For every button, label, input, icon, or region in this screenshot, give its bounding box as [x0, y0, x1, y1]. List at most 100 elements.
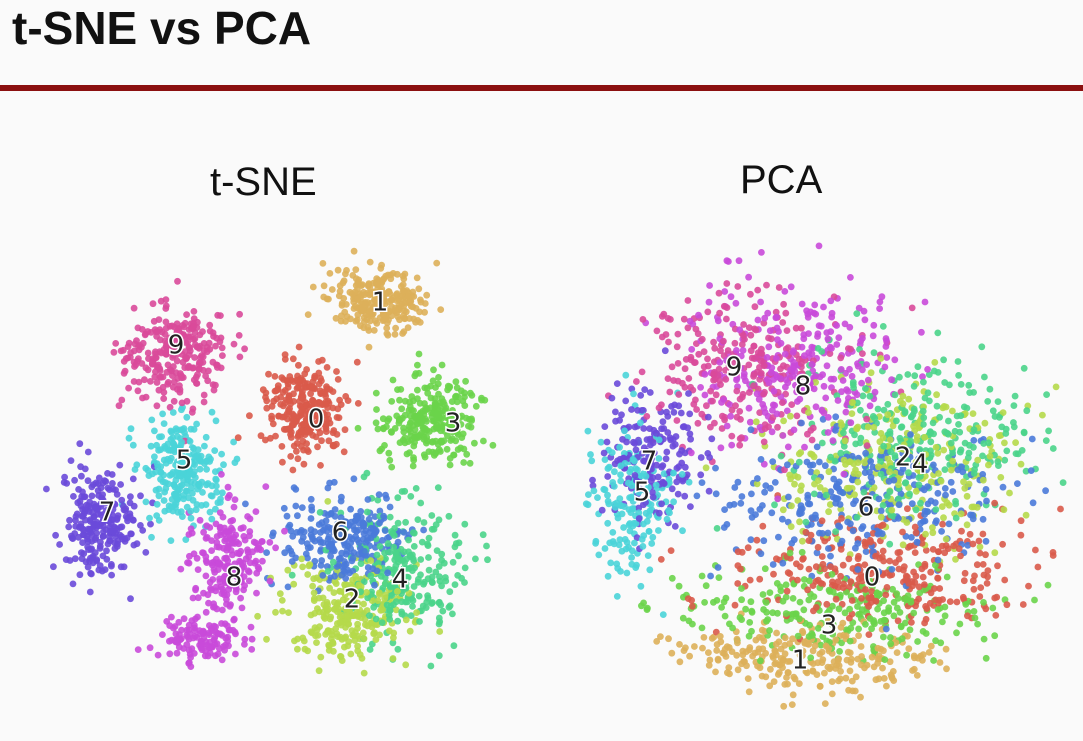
digit-9-point [172, 344, 180, 352]
digit-9-point [176, 339, 183, 347]
digit-8-point [237, 594, 245, 602]
digit-5-point [125, 434, 133, 442]
digit-3-point [429, 377, 437, 385]
digit-1-point [905, 645, 913, 653]
digit-7-point [113, 491, 121, 498]
digit-3-point [446, 455, 454, 462]
digit-1-point [734, 639, 741, 647]
digit-8-point [241, 536, 249, 544]
digit-6-point [304, 544, 312, 552]
digit-3-point [385, 449, 393, 457]
digit-9-point [664, 315, 672, 322]
digit-8-point [787, 283, 795, 291]
digit-5-point [148, 416, 156, 424]
digit-6-point [335, 555, 343, 563]
digit-0-point [756, 575, 764, 583]
digit-4-point [1010, 423, 1018, 431]
digit-4-point [857, 434, 865, 442]
digit-3-point [774, 609, 781, 617]
digit-7-point [81, 465, 89, 473]
digit-6-point [712, 464, 719, 472]
digit-0-point [246, 412, 253, 420]
digit-8-point [224, 494, 232, 502]
digit-2-point [981, 419, 989, 427]
digit-9-point [691, 359, 699, 366]
digit-9-point [166, 403, 174, 411]
digit-7-point [77, 520, 85, 528]
digit-8-point [817, 322, 825, 330]
digit-4-point [1020, 428, 1028, 436]
digit-0-point [839, 561, 847, 569]
digit-5-point [663, 515, 671, 523]
digit-8-point [233, 538, 241, 546]
digit-2-point [877, 355, 885, 362]
digit-8-point [202, 608, 210, 616]
digit-3-point [971, 614, 979, 622]
digit-5-point [167, 454, 175, 462]
digit-5-point [617, 471, 624, 479]
digit-3-point [880, 616, 888, 624]
digit-4-point [427, 662, 435, 670]
digit-5-point [162, 485, 170, 492]
digit-4-point [445, 512, 453, 520]
digit-1-point [304, 311, 312, 318]
digit-1-point [691, 643, 698, 650]
digit-4-point [417, 556, 425, 563]
digit-3-point [435, 424, 443, 432]
digit-6-point [768, 509, 776, 517]
digit-9-point [639, 316, 647, 323]
digit-7-point [70, 493, 77, 500]
digit-5-point [168, 470, 176, 478]
digit-4-point [360, 578, 368, 586]
digit-7-point [84, 563, 92, 571]
digit-1-point [406, 315, 413, 322]
digit-5-point [679, 527, 686, 535]
digit-3-point [430, 417, 438, 425]
digit-4-point [394, 551, 402, 559]
digit-6-point [813, 443, 821, 451]
digit-3-point [685, 617, 693, 625]
digit-6-point [322, 517, 330, 525]
digit-9-point [196, 331, 204, 339]
digit-8-point [846, 323, 854, 331]
digit-3-point [446, 461, 454, 469]
digit-3-point [798, 548, 806, 556]
digit-6-point [761, 488, 768, 496]
digit-6-point [757, 456, 765, 463]
digit-0-point [234, 434, 242, 442]
digit-5-point [174, 508, 182, 516]
digit-6-point [280, 504, 288, 512]
digit-2-point [949, 407, 956, 415]
digit-7-point [93, 556, 101, 564]
digit-6-point [934, 489, 942, 497]
digit-1-point [826, 665, 834, 673]
digit-2-point [381, 595, 389, 602]
digit-0-point [845, 555, 853, 563]
digit-6-point [816, 458, 823, 466]
digit-9-point [734, 283, 742, 290]
digit-0-point [295, 343, 303, 351]
digit-1-point [942, 645, 950, 653]
digit-2-point [997, 474, 1005, 481]
digit-4-point [414, 516, 422, 523]
digit-9-point [775, 284, 783, 291]
digit-7-point [113, 514, 121, 522]
digit-1-point [713, 647, 721, 654]
digit-0-point [759, 522, 767, 530]
digit-9-point [138, 326, 146, 333]
digit-7-point [668, 403, 675, 410]
digit-0-point [991, 594, 999, 602]
digit-4-point [420, 519, 428, 526]
digit-9-point [147, 378, 154, 385]
digit-4-point [1010, 402, 1018, 409]
digit-1-point [433, 259, 441, 267]
digit-7-point [674, 490, 682, 498]
digit-5-point [655, 527, 662, 534]
digit-9-point [163, 368, 171, 376]
digit-9-point [241, 345, 249, 353]
digit-5-point [196, 456, 204, 464]
digit-9-point [152, 354, 160, 362]
digit-3-point [825, 586, 833, 594]
digit-3-point [806, 621, 813, 629]
digit-9-point [178, 399, 186, 407]
